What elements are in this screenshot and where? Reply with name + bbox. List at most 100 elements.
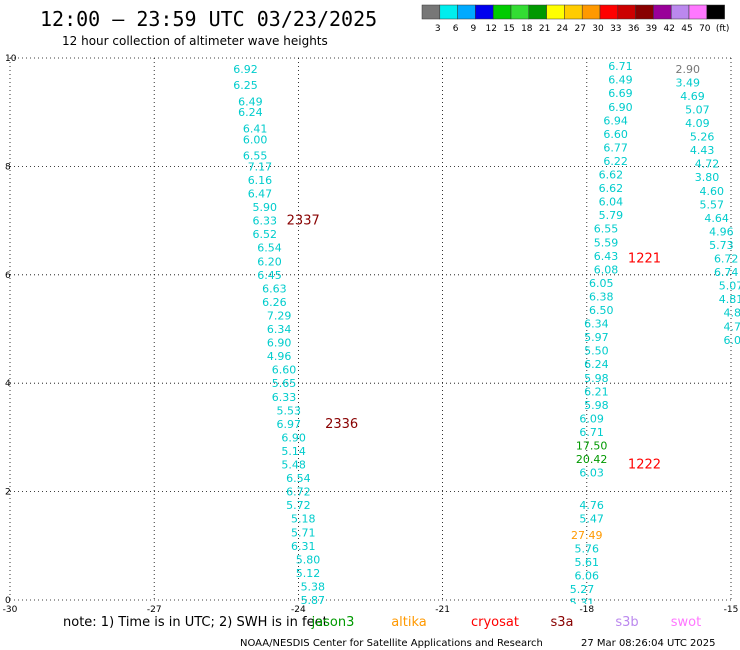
wave-height-label: 4.82 xyxy=(724,307,740,320)
wave-height-label: 4.64 xyxy=(704,212,729,225)
wave-height-label: 6.25 xyxy=(233,79,258,92)
colorbar-label: 18 xyxy=(521,24,533,34)
plot-grid xyxy=(9,57,732,601)
pass-time-label: 1222 xyxy=(628,458,661,473)
color-swatch xyxy=(475,4,494,20)
wave-height-label: 3.80 xyxy=(695,171,720,184)
data-labels: 6.926.256.496.246.416.006.557.176.166.47… xyxy=(233,60,740,607)
satellite-legend-s3b: s3b xyxy=(615,615,638,630)
colorbar-label: 24 xyxy=(557,24,569,34)
wave-height-label: 6.09 xyxy=(579,412,604,425)
colorbar-label: 36 xyxy=(628,24,640,34)
wave-height-label: 6.54 xyxy=(257,242,282,255)
x-tick-label: -24 xyxy=(291,605,306,615)
color-scale-legend: 3 6 9 12 15 18 21 24 27 30 33 36 39 42 45 70 (ft) xyxy=(421,4,730,34)
wave-height-label: 6.90 xyxy=(281,431,306,444)
wave-height-label: 5.26 xyxy=(690,131,715,144)
colorbar-label: 27 xyxy=(574,24,585,34)
wave-height-label: 6.24 xyxy=(584,358,609,371)
colorbar-label: (ft) xyxy=(716,24,730,34)
color-swatch xyxy=(688,4,708,20)
wave-height-label: 6.52 xyxy=(253,228,278,241)
x-tick-label: -30 xyxy=(3,605,18,615)
chart-subtitle: 12 hour collection of altimeter wave hei… xyxy=(62,34,328,48)
color-swatch xyxy=(581,4,601,20)
wave-height-label: 6.69 xyxy=(608,87,633,100)
wave-height-label: 6.90 xyxy=(608,101,633,114)
wave-height-label: 5.53 xyxy=(277,404,302,417)
wave-height-label: 4.69 xyxy=(680,90,705,103)
footer-credit: NOAA/NESDIS Center for Satellite Applica… xyxy=(240,638,543,649)
wave-height-label: 6.47 xyxy=(248,188,273,201)
wave-height-label: 6.22 xyxy=(603,155,628,168)
wave-height-label: 4.72 xyxy=(695,158,720,171)
wave-height-label: 5.98 xyxy=(584,399,609,412)
wave-height-label: 6.38 xyxy=(589,290,614,303)
wave-height-label: 5.61 xyxy=(575,556,600,569)
color-swatch xyxy=(617,4,636,20)
color-swatch xyxy=(670,4,690,20)
wave-height-label: 5.59 xyxy=(594,236,619,249)
colorbar-label: 15 xyxy=(503,24,514,34)
y-tick-label: 4 xyxy=(5,379,11,389)
color-swatch xyxy=(635,4,654,20)
wave-height-label: 6.34 xyxy=(267,323,292,336)
wave-height-label: 5.48 xyxy=(281,459,306,472)
satellite-legend-cryosat: cryosat xyxy=(471,615,519,630)
x-tick-label: -21 xyxy=(435,605,450,615)
satellite-legend-swot: swot xyxy=(671,615,701,630)
footer-note: note: 1) Time is in UTC; 2) SWH is in fe… xyxy=(63,615,328,630)
wave-height-label: 5.87 xyxy=(301,594,326,607)
wave-height-label: 6.04 xyxy=(599,196,624,209)
pass-time-label: 2336 xyxy=(325,417,358,432)
wave-height-label: 6.49 xyxy=(238,95,263,108)
wave-height-label: 6.33 xyxy=(253,215,278,228)
wave-height-label: 6.72 xyxy=(286,486,311,499)
wave-height-label: 6.41 xyxy=(243,122,268,135)
wave-height-label: 4.09 xyxy=(685,117,710,130)
wave-height-label: 6.54 xyxy=(286,472,311,485)
wave-height-label: 17.50 xyxy=(576,440,608,453)
wave-height-label: 5.65 xyxy=(272,377,297,390)
wave-height-label: 6.55 xyxy=(243,150,268,163)
y-tick-label: 6 xyxy=(5,271,11,281)
wave-height-label: 27.49 xyxy=(571,529,603,542)
color-swatch xyxy=(510,4,530,20)
wave-height-label: 5.57 xyxy=(700,198,725,211)
wave-height-label: 6.21 xyxy=(584,385,609,398)
wave-height-label: 6.16 xyxy=(248,174,273,187)
wave-height-label: 5.07 xyxy=(719,280,740,293)
wave-height-label: 5.73 xyxy=(709,239,734,252)
wave-height-label: 6.08 xyxy=(594,263,619,276)
wave-height-label: 4.96 xyxy=(709,225,734,238)
wave-height-label: 6.72 xyxy=(714,253,739,266)
colorbar-label: 70 xyxy=(699,24,711,34)
satellite-legend-altika: altika xyxy=(391,615,427,630)
wave-height-label: 6.06 xyxy=(575,570,600,583)
wave-height-label: 4.96 xyxy=(267,350,292,363)
pass-time-label: 2337 xyxy=(287,214,320,229)
plot-axes: -30 -27 -24 -21 -18 -15 0 2 4 6 8 10 xyxy=(3,54,739,615)
wave-height-label: 5.38 xyxy=(301,580,326,593)
color-swatch xyxy=(564,4,583,20)
color-swatch xyxy=(492,4,512,20)
wave-height-label: 5.12 xyxy=(296,567,321,580)
color-swatch xyxy=(421,4,441,20)
color-swatch xyxy=(457,4,476,20)
wave-height-label: 6.49 xyxy=(608,74,633,87)
colorbar-label: 3 xyxy=(435,24,441,34)
wave-height-label: 4.76 xyxy=(579,499,604,512)
wave-height-label: 6.74 xyxy=(714,266,739,279)
wave-height-label: 4.77 xyxy=(724,320,740,333)
pass-time-label: 1221 xyxy=(628,252,661,267)
wave-height-label: 5.79 xyxy=(599,209,624,222)
color-swatch xyxy=(546,4,565,20)
color-swatch xyxy=(706,4,725,20)
x-tick-label: -27 xyxy=(147,605,162,615)
wave-height-label: 7.17 xyxy=(248,160,273,173)
wave-height-label: 5.72 xyxy=(286,499,311,512)
wave-height-label: 6.50 xyxy=(589,304,614,317)
wave-height-label: 6.55 xyxy=(594,223,619,236)
wave-height-label: 6.71 xyxy=(608,60,633,73)
